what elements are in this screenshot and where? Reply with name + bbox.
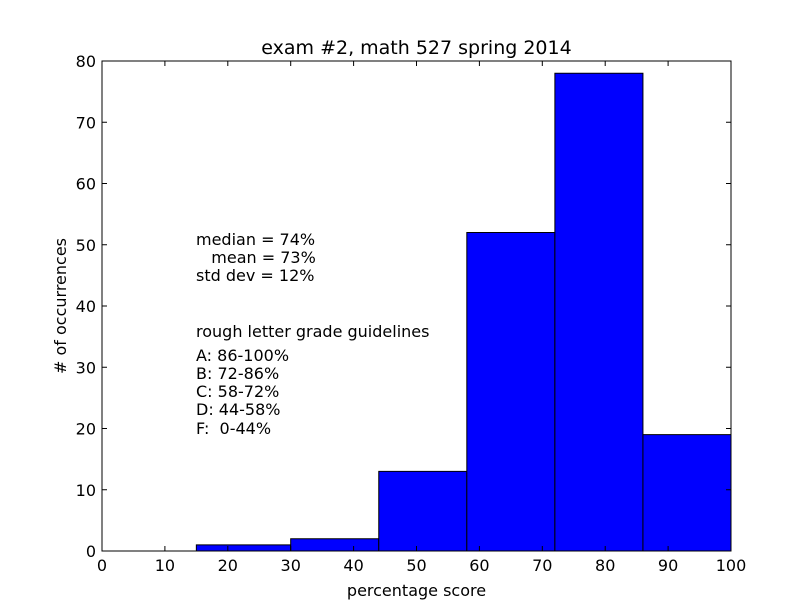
histogram-bar <box>554 72 644 552</box>
y-tick-label: 70 <box>76 113 96 132</box>
histogram-bar <box>290 538 380 552</box>
x-tick-label: 70 <box>532 556 552 575</box>
histogram-bar <box>378 470 468 552</box>
x-tick-label: 60 <box>469 556 489 575</box>
x-axis-label: percentage score <box>347 581 486 600</box>
x-tick-label: 90 <box>658 556 678 575</box>
histogram-bar <box>195 544 292 552</box>
y-tick-label: 30 <box>76 358 96 377</box>
histogram-bar <box>466 232 556 552</box>
guideline-b: B: 72-86% <box>196 364 279 383</box>
y-tick-label: 60 <box>76 175 96 194</box>
x-tick-label: 50 <box>406 556 426 575</box>
y-tick-label: 40 <box>76 297 96 316</box>
y-axis-label: # of occurrences <box>51 238 70 374</box>
y-tick-label: 0 <box>86 542 96 561</box>
stat-median: median = 74% <box>196 230 315 249</box>
guideline-c: C: 58-72% <box>196 382 279 401</box>
stats-annotation: median = 74% mean = 73% std dev = 12% <box>196 230 316 285</box>
stat-mean: mean = 73% <box>196 248 316 267</box>
y-tick-label: 80 <box>76 52 96 71</box>
ticks-group: 0 10 20 30 40 50 60 70 80 90 100 0 10 20 30 40 50 60 70 80 <box>76 52 747 575</box>
histogram-bar <box>642 434 732 552</box>
guideline-d: D: 44-58% <box>196 400 281 419</box>
x-tick-label: 20 <box>218 556 238 575</box>
x-tick-label: 80 <box>595 556 615 575</box>
chart-title: exam #2, math 527 spring 2014 <box>261 37 571 59</box>
x-tick-label: 10 <box>155 556 175 575</box>
guideline-a: A: 86-100% <box>196 346 289 365</box>
x-tick-label: 40 <box>343 556 363 575</box>
y-tick-label: 20 <box>76 420 96 439</box>
guideline-f: F: 0-44% <box>196 419 271 438</box>
x-tick-label: 0 <box>97 556 107 575</box>
grade-guidelines: rough letter grade guidelines A: 86-100%… <box>196 322 429 438</box>
y-tick-label: 50 <box>76 236 96 255</box>
stat-std-dev: std dev = 12% <box>196 266 314 285</box>
bars-group <box>195 72 732 552</box>
x-tick-label: 30 <box>281 556 301 575</box>
x-tick-label: 100 <box>716 556 747 575</box>
guidelines-title: rough letter grade guidelines <box>196 322 429 341</box>
y-tick-label: 10 <box>76 481 96 500</box>
